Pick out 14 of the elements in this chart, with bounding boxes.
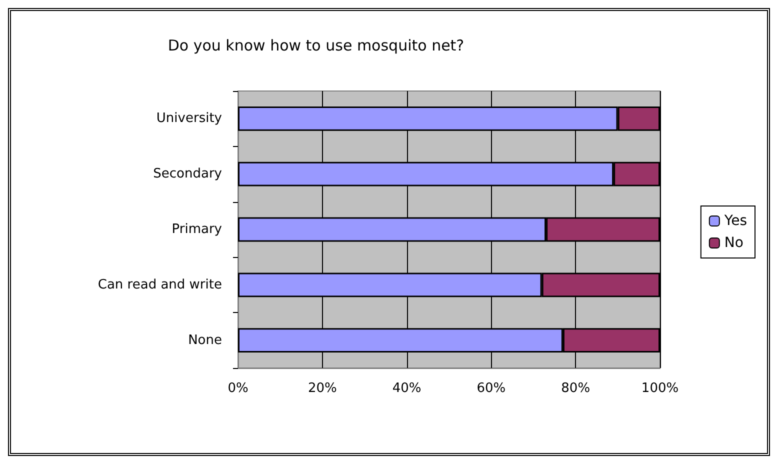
x-tick-label: 0% xyxy=(228,381,248,396)
x-tick-label: 60% xyxy=(476,381,506,396)
y-tick-label: Secondary xyxy=(153,166,222,182)
legend-label: Yes xyxy=(723,213,748,229)
y-tick-label: Primary xyxy=(172,222,222,237)
x-tick-label: 100% xyxy=(641,381,679,396)
y-tick-label: Can read and write xyxy=(98,277,222,292)
x-tick-label: 40% xyxy=(392,381,422,396)
x-tick-label: 80% xyxy=(561,381,590,396)
x-tick-label: 20% xyxy=(308,381,337,396)
chart-title: Do you know how to use mosquito net? xyxy=(168,36,464,54)
legend-label: No xyxy=(724,235,744,251)
y-tick-label: None xyxy=(188,332,222,348)
y-tick-label: University xyxy=(156,111,222,126)
